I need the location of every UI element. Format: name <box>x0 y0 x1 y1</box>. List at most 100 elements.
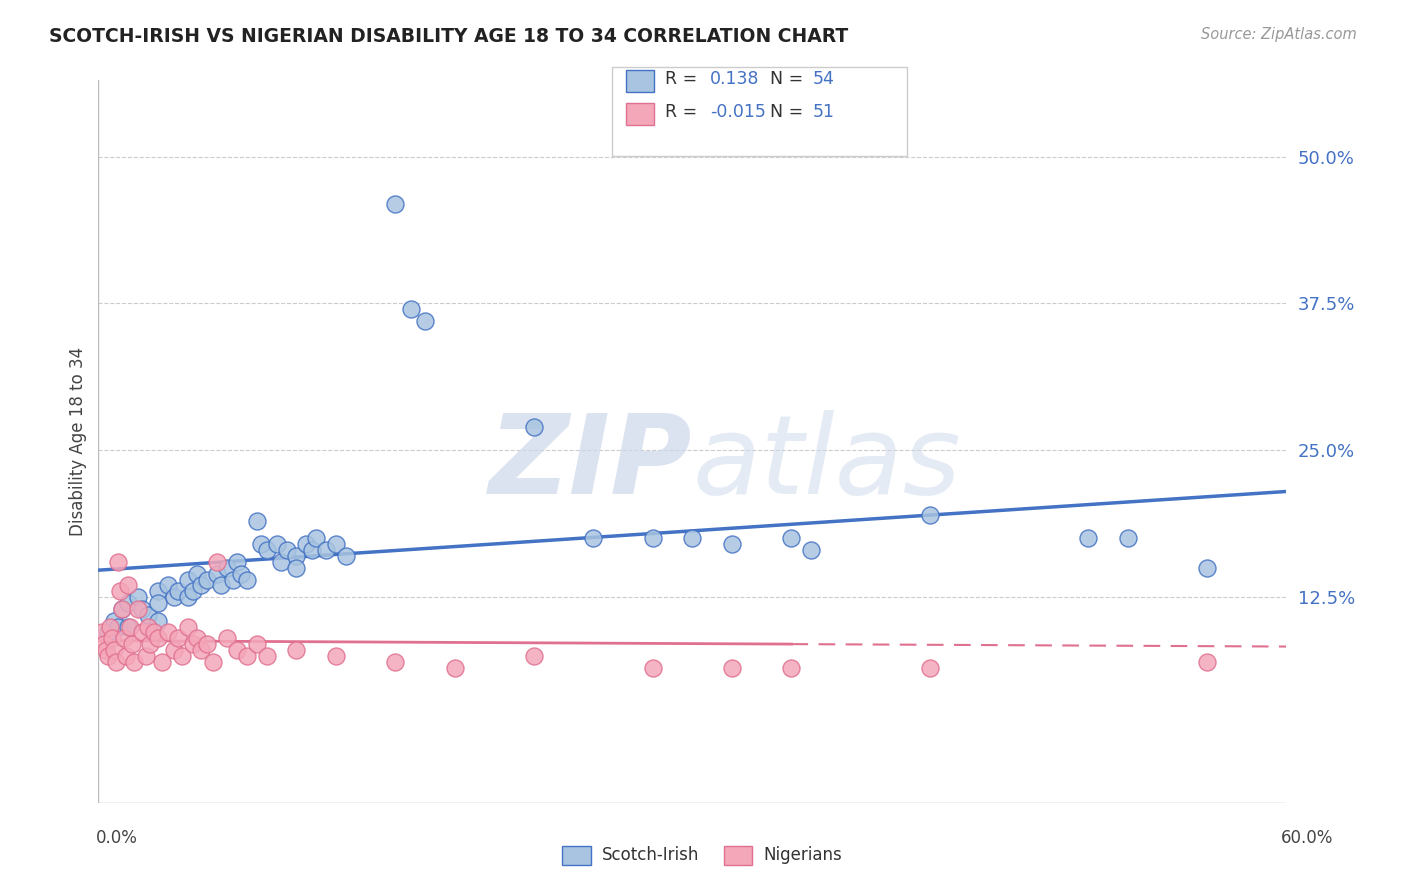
Point <box>117 619 139 633</box>
Point <box>582 532 605 546</box>
Point <box>131 602 153 616</box>
Point <box>127 602 149 616</box>
Point <box>301 543 323 558</box>
Point <box>276 543 298 558</box>
Point <box>721 661 744 675</box>
Point <box>127 591 149 605</box>
Point <box>780 532 803 546</box>
Point <box>226 555 249 569</box>
Point <box>183 584 205 599</box>
Point <box>721 537 744 551</box>
Point <box>285 643 308 657</box>
Point <box>325 648 347 663</box>
Point <box>163 643 186 657</box>
Point <box>1116 532 1139 546</box>
Point <box>136 619 159 633</box>
Point <box>121 637 143 651</box>
Point <box>246 637 269 651</box>
Point <box>97 648 120 663</box>
Point <box>226 643 249 657</box>
Point <box>131 625 153 640</box>
Point <box>195 637 218 651</box>
Text: R =: R = <box>665 70 703 87</box>
Point <box>384 655 406 669</box>
Point <box>111 602 134 616</box>
Point <box>236 573 259 587</box>
Text: Scotch-Irish: Scotch-Irish <box>602 847 699 864</box>
Point <box>146 596 169 610</box>
Text: 60.0%: 60.0% <box>1281 829 1333 847</box>
Point <box>146 584 169 599</box>
Text: SCOTCH-IRISH VS NIGERIAN DISABILITY AGE 18 TO 34 CORRELATION CHART: SCOTCH-IRISH VS NIGERIAN DISABILITY AGE … <box>49 27 848 45</box>
Point <box>523 420 546 434</box>
Point <box>117 596 139 610</box>
Point <box>176 591 198 605</box>
Point <box>266 537 288 551</box>
Point <box>285 561 308 575</box>
Point <box>229 566 252 581</box>
Text: 51: 51 <box>813 103 835 120</box>
Point <box>96 643 118 657</box>
Point <box>91 625 114 640</box>
Point <box>117 578 139 592</box>
Point <box>163 591 186 605</box>
Point <box>335 549 357 563</box>
Y-axis label: Disability Age 18 to 34: Disability Age 18 to 34 <box>69 347 87 536</box>
Point <box>217 561 239 575</box>
Point <box>205 555 228 569</box>
Point <box>186 566 208 581</box>
Point <box>166 632 188 646</box>
Point <box>176 573 198 587</box>
Point <box>112 632 135 646</box>
Point <box>176 619 198 633</box>
Text: R =: R = <box>665 103 703 120</box>
Point <box>641 661 664 675</box>
Text: atlas: atlas <box>692 409 962 516</box>
Point <box>135 648 157 663</box>
Point <box>315 543 337 558</box>
Point <box>681 532 703 546</box>
Text: ZIP: ZIP <box>489 409 692 516</box>
Point <box>105 655 128 669</box>
Point <box>150 655 173 669</box>
Point <box>780 661 803 675</box>
Point <box>166 584 188 599</box>
Point <box>97 625 120 640</box>
Text: N =: N = <box>770 70 804 87</box>
Point <box>195 573 218 587</box>
Point <box>186 632 208 646</box>
Point <box>246 514 269 528</box>
Point <box>209 578 232 592</box>
Point <box>142 625 165 640</box>
Point <box>122 655 145 669</box>
Point <box>256 543 278 558</box>
Point <box>103 614 125 628</box>
Point <box>1197 561 1219 575</box>
Point <box>146 614 169 628</box>
Text: 54: 54 <box>813 70 835 87</box>
Point <box>285 549 308 563</box>
Point <box>920 508 942 522</box>
Point <box>146 632 169 646</box>
Point <box>641 532 664 546</box>
Point <box>256 648 278 663</box>
Point <box>249 537 271 551</box>
Point <box>139 637 162 651</box>
Point <box>222 573 245 587</box>
Point <box>103 643 125 657</box>
Point <box>108 584 131 599</box>
Point <box>107 555 129 569</box>
Point <box>444 661 467 675</box>
Text: Source: ZipAtlas.com: Source: ZipAtlas.com <box>1201 27 1357 42</box>
Point <box>523 648 546 663</box>
Point <box>413 314 436 328</box>
Point <box>170 648 193 663</box>
Point <box>190 578 212 592</box>
Point <box>183 637 205 651</box>
Point <box>384 196 406 211</box>
Point <box>202 655 225 669</box>
Point <box>295 537 318 551</box>
Point <box>120 619 142 633</box>
Point <box>98 619 121 633</box>
Point <box>101 632 124 646</box>
